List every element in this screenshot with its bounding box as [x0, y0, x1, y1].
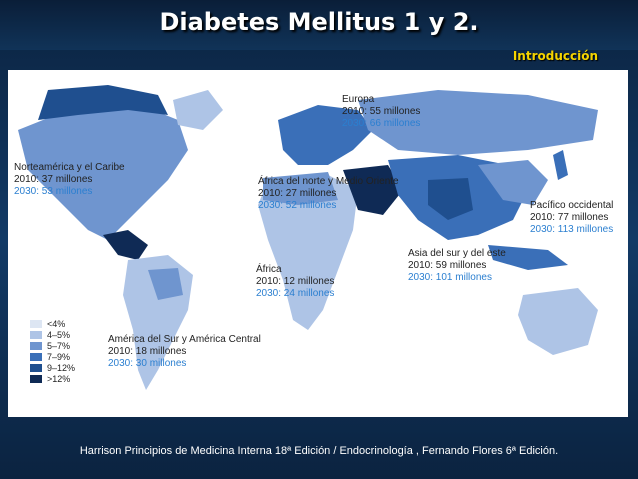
region-label-western-pacific: Pacífico occidental 2010: 77 millones 20…: [530, 200, 614, 235]
legend-swatch: [30, 330, 42, 339]
legend-item: >12%: [30, 373, 75, 384]
continent-greenland: [173, 90, 223, 130]
map-legend: <4% 4–5% 5–7% 7–9% 9–12% >12%: [30, 318, 75, 384]
region-label-south-east-asia: Asia del sur y del este 2010: 59 millone…: [408, 248, 506, 283]
continent-europe: [278, 105, 373, 165]
slide-title: Diabetes Mellitus 1 y 2.: [159, 8, 479, 36]
continent-brazil: [148, 268, 183, 300]
region-label-north-america: Norteamérica y el Caribe 2010: 37 millon…: [14, 162, 125, 197]
continent-middle-east: [343, 165, 403, 215]
continent-india: [428, 178, 473, 220]
continent-china: [478, 160, 548, 205]
slide-subtitle: Introducción: [512, 49, 598, 63]
region-label-europe: Europa 2010: 55 millones 2030: 66 millon…: [342, 94, 421, 129]
region-label-africa: África 2010: 12 millones 2030: 24 millon…: [256, 264, 335, 299]
legend-swatch: [30, 319, 42, 328]
legend-item: 9–12%: [30, 362, 75, 373]
region-label-north-africa-middle-east: África del norte y Medio Oriente 2010: 2…: [258, 176, 399, 211]
legend-item: 4–5%: [30, 329, 75, 340]
legend-swatch: [30, 363, 42, 372]
legend-swatch: [30, 352, 42, 361]
continent-north-america: [18, 100, 188, 240]
legend-item: <4%: [30, 318, 75, 329]
legend-swatch: [30, 341, 42, 350]
legend-item: 7–9%: [30, 351, 75, 362]
continent-australia: [518, 288, 598, 355]
map-graphic: [18, 85, 598, 390]
region-label-south-central-america: América del Sur y América Central 2010: …: [108, 334, 261, 369]
legend-item: 5–7%: [30, 340, 75, 351]
continent-africa: [258, 175, 358, 330]
world-map: Norteamérica y el Caribe 2010: 37 millon…: [8, 70, 628, 417]
legend-swatch: [30, 374, 42, 383]
header-bar: [0, 0, 638, 50]
continent-indonesia: [488, 245, 568, 270]
continent-russia: [358, 90, 598, 155]
footer-citation: Harrison Principios de Medicina Interna …: [79, 445, 559, 457]
continent-north-africa: [263, 172, 338, 205]
continent-canada-north: [38, 85, 168, 120]
continent-central-america: [103, 230, 148, 260]
continent-japan: [553, 150, 568, 180]
